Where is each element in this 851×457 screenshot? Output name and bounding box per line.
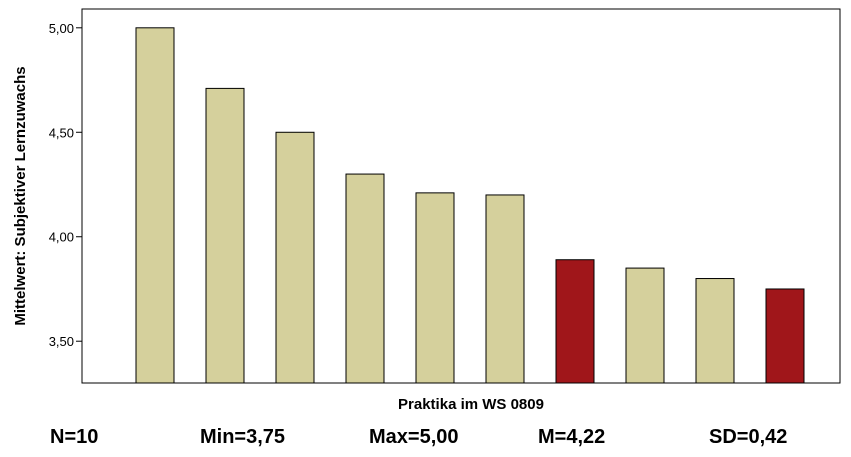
bar-10 xyxy=(765,288,805,384)
bar-8 xyxy=(625,267,665,384)
stat-min: Min=3,75 xyxy=(200,426,286,448)
bars xyxy=(135,27,805,384)
x-axis-title: Praktika im WS 0809 xyxy=(398,396,544,413)
summary-statistics: N=10 Min=3,75 Max=5,00 M=4,22 SD=0,42 xyxy=(0,426,851,454)
y-axis-title: Mittelwert: Subjektiver Lernzuwachs xyxy=(12,66,29,325)
y-tick-label: 4,50 xyxy=(49,125,74,140)
y-tick-label: 5,00 xyxy=(49,21,74,36)
plot-frame xyxy=(81,8,841,384)
bar-9 xyxy=(695,278,735,384)
bar-4 xyxy=(345,173,385,384)
bar-7 xyxy=(555,259,595,384)
stat-mean: M=4,22 xyxy=(538,426,606,448)
bar-6 xyxy=(485,194,525,384)
stat-sd: SD=0,42 xyxy=(709,426,788,448)
bar-5 xyxy=(415,192,455,384)
y-tick-label: 4,00 xyxy=(49,230,74,245)
bar-1 xyxy=(135,27,175,384)
y-tick-label: 3,50 xyxy=(49,334,74,349)
bar-2 xyxy=(205,87,245,384)
stat-max: Max=5,00 xyxy=(369,426,459,448)
bar-3 xyxy=(275,131,315,384)
stat-n: N=10 xyxy=(50,426,99,448)
y-axis: 3,50 4,00 4,50 5,00 xyxy=(49,21,82,349)
